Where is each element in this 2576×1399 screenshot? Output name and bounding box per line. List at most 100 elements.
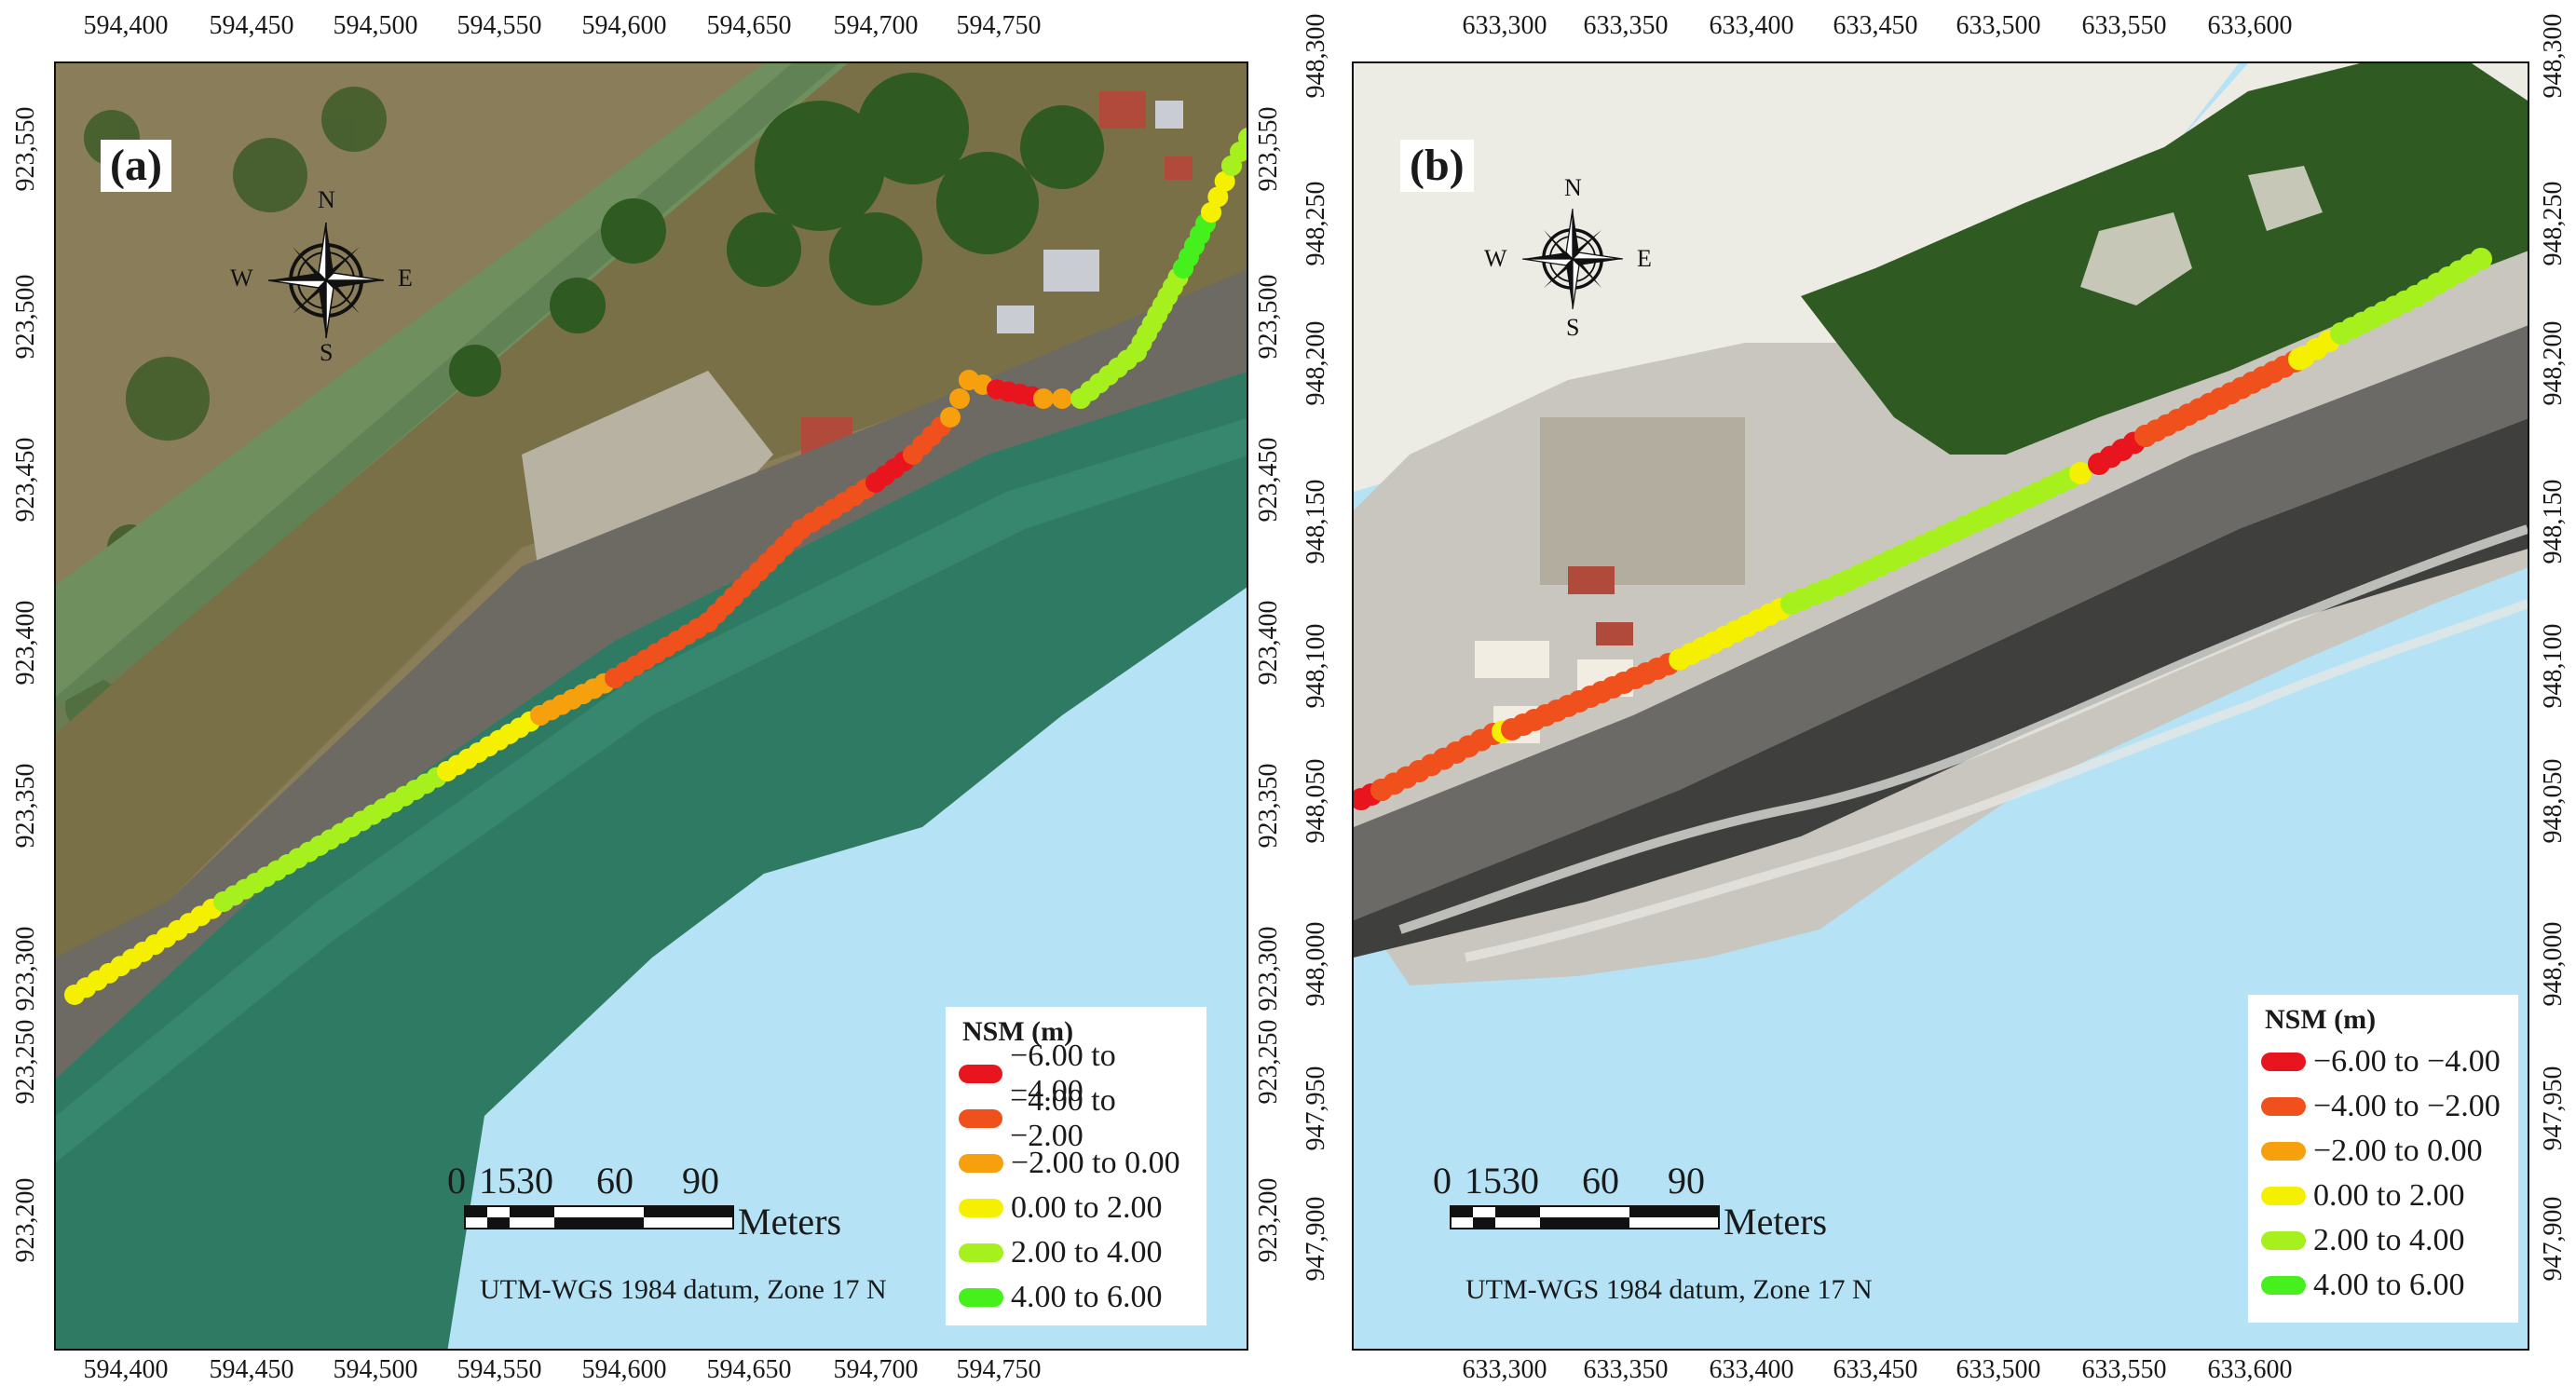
y-tick-right: 948,100 [2539, 623, 2568, 709]
x-tick-top: 594,400 [83, 11, 169, 40]
x-tick-top: 594,650 [706, 11, 792, 40]
x-tick-bottom: 594,700 [833, 1355, 919, 1384]
legend-item: −4.00 to −2.00 [959, 1083, 1193, 1153]
y-tick-right: 948,300 [2539, 13, 2568, 99]
legend-label: 0.00 to 2.00 [2313, 1178, 2465, 1213]
x-tick-bottom: 633,450 [1833, 1355, 1918, 1384]
compass-n: N [1564, 174, 1582, 201]
x-tick-bottom: 633,300 [1462, 1355, 1547, 1384]
y-tick-left: 923,500 [11, 274, 40, 360]
compass-s: S [1566, 314, 1580, 341]
map-panel-b: 633,300 633,350 633,400 633,450 633,500 … [1290, 0, 2576, 1399]
legend-item: 4.00 to 6.00 [2261, 1263, 2505, 1308]
legend-label: 0.00 to 2.00 [1011, 1190, 1163, 1225]
compass-rose-icon: N S E W [230, 186, 413, 366]
compass-s: S [320, 339, 334, 366]
datum-label-b: UTM-WGS 1984 datum, Zone 17 N [1465, 1274, 1873, 1305]
compass-e: E [1637, 245, 1652, 272]
transect-point [1230, 142, 1247, 162]
nsm-transects-b [1354, 248, 2492, 810]
legend-swatch [2261, 1231, 2306, 1250]
compass-n: N [318, 186, 335, 213]
transect-point [949, 388, 970, 409]
x-tick-top: 633,550 [2081, 11, 2167, 40]
legend-label: 4.00 to 6.00 [2313, 1268, 2465, 1302]
y-tick-right: 948,250 [2539, 181, 2568, 266]
x-tick-top: 633,500 [1956, 11, 2041, 40]
legend-swatch [959, 1199, 1003, 1217]
legend-label: 2.00 to 4.00 [2313, 1223, 2465, 1257]
legend-label: −2.00 to 0.00 [2313, 1134, 2483, 1168]
x-tick-bottom: 594,550 [457, 1355, 542, 1384]
legend-label: −2.00 to 0.00 [1011, 1146, 1180, 1180]
y-tick-right: 923,500 [1254, 274, 1283, 360]
x-tick-top: 633,300 [1462, 11, 1547, 40]
x-tick-bottom: 594,750 [956, 1355, 1042, 1384]
legend-label: 4.00 to 6.00 [1011, 1280, 1163, 1314]
transect-point [2069, 462, 2092, 484]
scale-tick: 90 [682, 1160, 719, 1202]
y-tick-left: 948,300 [1302, 13, 1330, 99]
y-tick-left: 923,300 [11, 926, 40, 1012]
y-tick-right: 923,400 [1254, 600, 1283, 686]
legend-label: 2.00 to 4.00 [1011, 1235, 1163, 1270]
scale-tick: 60 [596, 1160, 634, 1202]
scale-tick: 90 [1668, 1160, 1705, 1202]
y-tick-left: 947,950 [1302, 1066, 1330, 1151]
legend-swatch [959, 1109, 1003, 1128]
legend-item: −2.00 to 0.00 [2261, 1129, 2505, 1174]
y-tick-right: 948,200 [2539, 320, 2568, 406]
scale-unit: Meters [738, 1201, 842, 1243]
scale-tick: 60 [1582, 1160, 1619, 1202]
transect-point [1238, 128, 1247, 148]
legend-item: −4.00 to −2.00 [2261, 1084, 2505, 1129]
legend-swatch [2261, 1276, 2306, 1295]
x-tick-bottom: 633,400 [1709, 1355, 1794, 1384]
y-tick-left: 923,250 [11, 1019, 40, 1105]
x-tick-top: 594,700 [833, 11, 919, 40]
scale-bar-a: 0 1530 60 90 Meters [447, 1159, 842, 1261]
legend-swatch [959, 1065, 1003, 1083]
x-tick-top: 633,450 [1833, 11, 1918, 40]
legend-swatch [2261, 1053, 2306, 1071]
x-tick-bottom: 594,650 [706, 1355, 792, 1384]
scale-tick: 0 [1433, 1160, 1452, 1202]
x-tick-bottom: 594,600 [581, 1355, 667, 1384]
legend-item: −2.00 to 0.00 [959, 1141, 1193, 1186]
x-tick-top: 594,450 [209, 11, 294, 40]
scale-unit: Meters [1724, 1201, 1828, 1243]
transect-point [1052, 388, 1072, 409]
legend-title: NSM (m) [2265, 1004, 2377, 1035]
x-tick-bottom: 594,400 [83, 1355, 169, 1384]
y-tick-left: 948,000 [1302, 921, 1330, 1007]
y-tick-left: 948,050 [1302, 758, 1330, 844]
map-panel-a: 594,400 594,450 594,500 594,550 594,600 … [0, 0, 1286, 1399]
scale-bar-b: 0 1530 60 90 Meters [1433, 1159, 1828, 1261]
y-tick-left: 923,200 [11, 1177, 40, 1263]
y-tick-left: 948,250 [1302, 181, 1330, 266]
transect-point [940, 407, 961, 428]
transect-point [1207, 186, 1229, 208]
legend-swatch [2261, 1142, 2306, 1161]
panel-label-b: (b) [1400, 140, 1474, 192]
legend-item: 4.00 to 6.00 [959, 1275, 1193, 1320]
y-tick-left: 948,150 [1302, 479, 1330, 564]
legend-item: 2.00 to 4.00 [959, 1230, 1193, 1275]
x-tick-bottom: 594,450 [209, 1355, 294, 1384]
legend-swatch [2261, 1097, 2306, 1116]
y-tick-right: 923,350 [1254, 763, 1283, 849]
y-tick-right: 947,900 [2539, 1196, 2568, 1282]
x-tick-top: 633,600 [2207, 11, 2293, 40]
legend-item: 0.00 to 2.00 [2261, 1174, 2505, 1218]
transect-point [1201, 202, 1221, 223]
datum-label-a: UTM-WGS 1984 datum, Zone 17 N [480, 1274, 887, 1305]
y-tick-right: 923,200 [1254, 1177, 1283, 1263]
x-tick-bottom: 594,500 [333, 1355, 418, 1384]
map-frame-b: (b) N S E W 0 1530 60 90 [1352, 61, 2529, 1351]
x-tick-bottom: 633,350 [1583, 1355, 1669, 1384]
x-tick-bottom: 633,500 [1956, 1355, 2041, 1384]
y-tick-left: 948,100 [1302, 623, 1330, 709]
y-tick-right: 948,050 [2539, 758, 2568, 844]
y-tick-left: 948,200 [1302, 320, 1330, 406]
y-tick-left: 923,450 [11, 437, 40, 523]
